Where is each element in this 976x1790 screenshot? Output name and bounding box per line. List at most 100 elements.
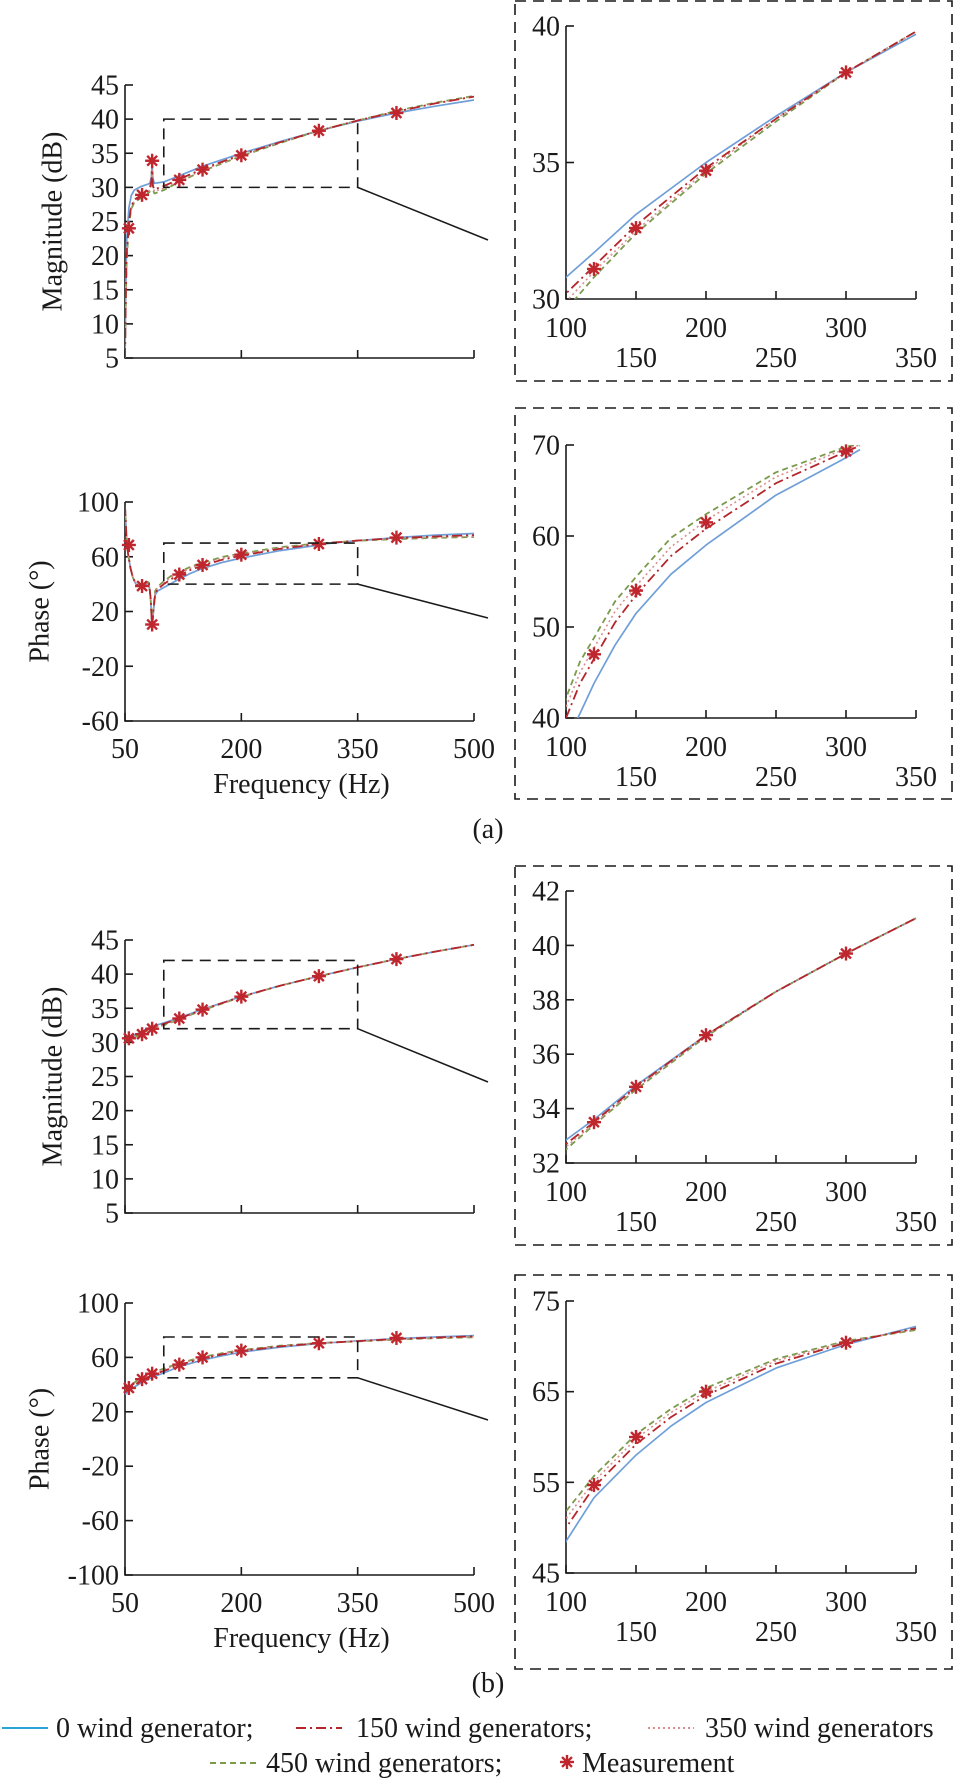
magnitude-line-wind-0 [125, 943, 475, 1042]
y-axis-label: Magnitude (dB) [37, 987, 68, 1167]
magnitude-measurement-point [389, 105, 404, 120]
phase-measurement-point [135, 579, 150, 594]
measurement-marker-stroke [146, 1367, 158, 1380]
phase-plot: -60 -20 20 60 100 50 200 350 500 Phase (°) Frequen… [24, 488, 495, 801]
inset-measurement-point [699, 163, 713, 178]
inset-y-tick-label: 34 [532, 1094, 560, 1125]
measurement-marker-stroke [123, 539, 135, 551]
measurement-marker-stroke [390, 1332, 403, 1344]
measurement-marker-stroke [700, 164, 712, 177]
measurement-marker-stroke [630, 1081, 642, 1093]
inset-x-tick-label: 100 [545, 732, 587, 763]
magnitude-measurement-point [121, 221, 136, 236]
inset-line-wind-350 [566, 1328, 917, 1520]
magnitude-zoom-inset: 30 35 40 100 200 300 150 250 350 [514, 0, 953, 382]
magnitude-line-wind-450 [125, 95, 475, 358]
inset-y-tick-label: 40 [532, 704, 560, 735]
measurement-marker-stroke [630, 1431, 642, 1443]
phase-plot: -100 -60 -20 20 60 100 50 200 350 500 Phase (°) Fre… [24, 1289, 495, 1655]
measurement-marker-stroke [196, 1003, 209, 1016]
axes-lines [124, 502, 474, 722]
phase-line-wind-350 [125, 506, 475, 628]
measurement-marker-stroke [146, 154, 158, 167]
inset-y-tick-label: 35 [532, 148, 560, 179]
y-axis-label: Magnitude (dB) [37, 132, 68, 312]
measurement-marker-stroke [123, 1382, 135, 1394]
x-tick-label: 200 [220, 734, 262, 765]
inset-x-tick-label: 350 [895, 343, 937, 374]
inset-measurement-point [587, 1115, 601, 1130]
measurement-marker-stroke [313, 124, 325, 137]
y-tick-label: -60 [82, 707, 119, 738]
inset-y-tick-label: 40 [532, 12, 560, 43]
inset-measurement-point [587, 261, 601, 276]
magnitude-measurement-point [121, 1031, 136, 1046]
magnitude-measurement-point [195, 1002, 210, 1017]
inset-y-tick-label: 38 [532, 985, 560, 1016]
measurement-marker-stroke [588, 263, 600, 275]
inset-x-tick-label: 200 [685, 1177, 727, 1208]
x-axis-label: Frequency (Hz) [213, 769, 389, 800]
inset-measurement-point [587, 647, 601, 662]
zoom-connector-line [357, 1377, 489, 1421]
inset-x-tick-label: 300 [825, 732, 867, 763]
inset-y-tick-label: 32 [532, 1149, 560, 1180]
inset-axes-lines [565, 445, 916, 719]
phase-line-wind-150 [125, 506, 475, 629]
legend-label: 150 wind generators; [356, 1713, 592, 1744]
measurement-marker-stroke [173, 174, 186, 186]
x-tick-label: 350 [337, 734, 379, 765]
phase-measurement-point [172, 567, 187, 582]
inset-line-wind-450 [566, 1329, 917, 1513]
inset-x-tick-label: 150 [615, 1207, 657, 1238]
magnitude-measurement-point [389, 952, 404, 967]
measurement-marker-stroke [123, 222, 135, 235]
y-tick-label: 5 [105, 344, 119, 375]
inset-x-tick-label: 350 [895, 762, 937, 793]
measurement-marker-stroke [196, 1351, 209, 1364]
measurement-marker-stroke [630, 222, 642, 234]
magnitude-measurement-point [234, 148, 249, 163]
inset-y-tick-label: 40 [532, 931, 560, 962]
inset-x-tick-label: 150 [615, 762, 657, 793]
inset-x-tick-label: 200 [685, 313, 727, 344]
y-tick-label: 35 [91, 139, 119, 170]
magnitude-line-wind-150 [125, 943, 475, 1042]
y-tick-label: 20 [91, 1096, 119, 1127]
measurement-marker-stroke [235, 149, 248, 162]
measurement-marker-stroke [235, 548, 248, 561]
y-tick-label: 10 [91, 309, 119, 340]
inset-frame [514, 865, 953, 1246]
magnitude-measurement-point [172, 172, 187, 187]
phase-measurement-point [145, 617, 160, 632]
zoom-region-box [162, 542, 359, 585]
zoom-connector-line [357, 186, 489, 241]
inset-line-wind-450 [574, 30, 917, 299]
magnitude-line-wind-0 [125, 99, 475, 358]
y-tick-label: -20 [82, 1452, 119, 1483]
phase-line-wind-0 [125, 506, 475, 629]
inset-frame [514, 1274, 953, 1670]
inset-x-tick-label: 250 [755, 762, 797, 793]
measurement-marker-stroke [146, 1022, 158, 1035]
measurement-marker-stroke [235, 1344, 248, 1357]
y-tick-label: 5 [105, 1199, 119, 1230]
y-tick-label: 45 [91, 71, 119, 102]
inset-axes-lines [565, 1301, 916, 1574]
measurement-marker-stroke [173, 1012, 186, 1025]
inset-line-wind-0 [566, 1325, 917, 1543]
inset-measurement-point [629, 221, 643, 236]
measurement-marker-stroke [196, 163, 209, 176]
y-tick-label: -60 [82, 1506, 119, 1537]
inset-y-tick-label: 55 [532, 1468, 560, 1499]
magnitude-measurement-point [311, 969, 326, 984]
y-tick-label: 30 [91, 173, 119, 204]
inset-line-wind-450 [566, 445, 861, 702]
phase-measurement-point [234, 547, 249, 562]
x-tick-label: 500 [453, 1588, 495, 1619]
legend-swatch-measurement [560, 1755, 574, 1769]
inset-line-wind-150 [566, 1327, 917, 1530]
y-tick-label: 25 [91, 207, 119, 238]
phase-measurement-point [172, 1357, 187, 1372]
